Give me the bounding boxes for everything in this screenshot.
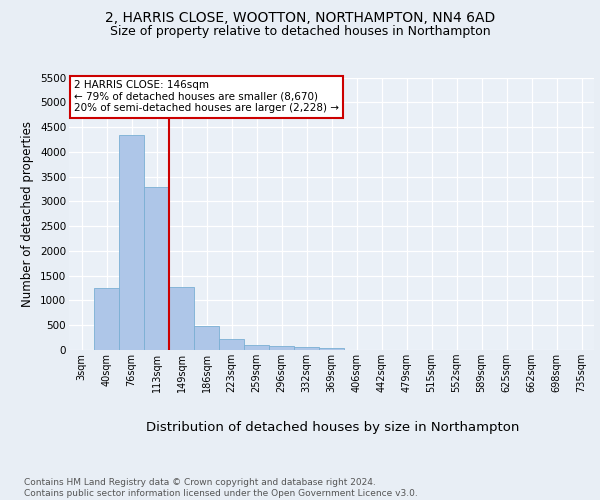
Bar	[169, 286, 194, 350]
Text: Size of property relative to detached houses in Northampton: Size of property relative to detached ho…	[110, 25, 490, 38]
Text: 2 HARRIS CLOSE: 146sqm
← 79% of detached houses are smaller (8,670)
20% of semi-: 2 HARRIS CLOSE: 146sqm ← 79% of detached…	[74, 80, 339, 114]
Y-axis label: Number of detached properties: Number of detached properties	[22, 120, 34, 306]
Text: Contains HM Land Registry data © Crown copyright and database right 2024.
Contai: Contains HM Land Registry data © Crown c…	[24, 478, 418, 498]
Bar	[119, 135, 144, 350]
Bar	[269, 346, 294, 350]
Bar	[294, 348, 319, 350]
Text: Distribution of detached houses by size in Northampton: Distribution of detached houses by size …	[146, 421, 520, 434]
Bar	[144, 186, 169, 350]
Bar	[94, 288, 119, 350]
Bar	[319, 348, 344, 350]
Text: 2, HARRIS CLOSE, WOOTTON, NORTHAMPTON, NN4 6AD: 2, HARRIS CLOSE, WOOTTON, NORTHAMPTON, N…	[105, 11, 495, 25]
Bar	[219, 340, 244, 350]
Bar	[244, 345, 269, 350]
Bar	[194, 326, 219, 350]
